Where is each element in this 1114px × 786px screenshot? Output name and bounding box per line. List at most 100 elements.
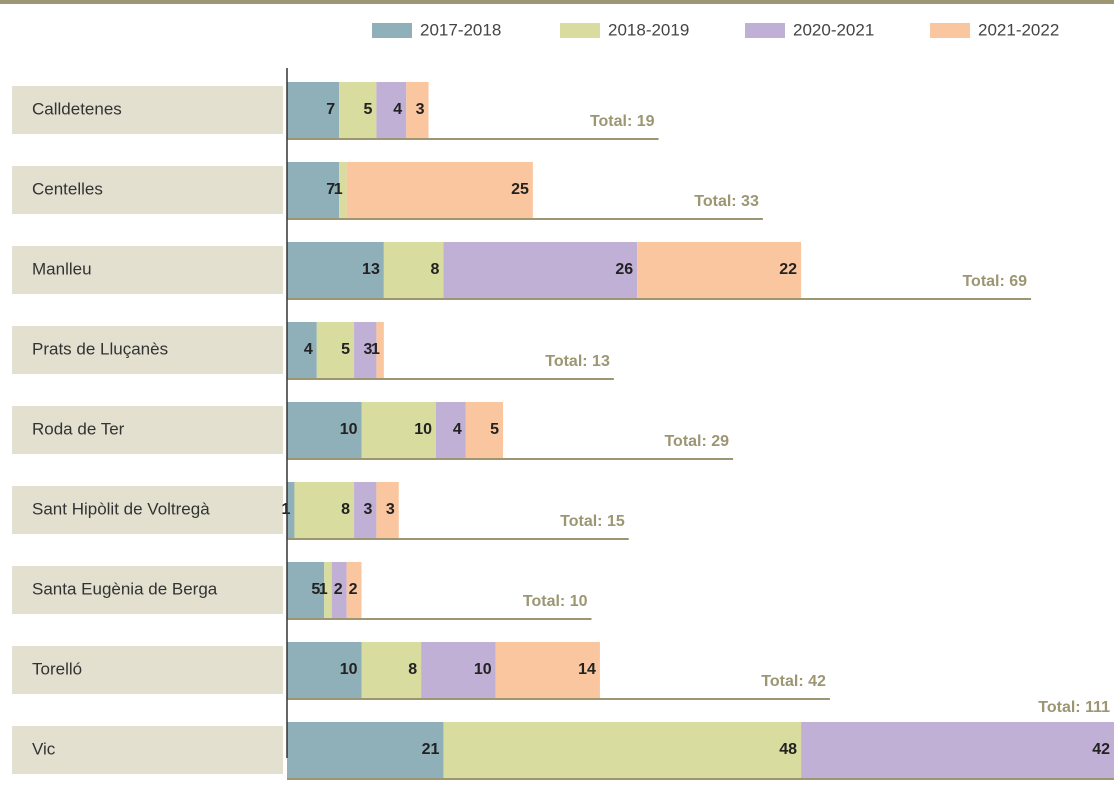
category-box — [12, 326, 283, 374]
data-label: 8 — [341, 501, 350, 518]
bar-segment — [324, 562, 332, 618]
bar-segment — [436, 402, 466, 458]
data-label: 22 — [779, 261, 797, 278]
total-label: Total: 13 — [545, 353, 610, 370]
data-label: 48 — [779, 741, 797, 758]
data-label: 10 — [474, 661, 492, 678]
data-label: 14 — [578, 661, 596, 678]
data-label: 10 — [340, 421, 358, 438]
data-label: 26 — [615, 261, 633, 278]
bar-segment — [354, 322, 377, 378]
bar-segment — [287, 162, 340, 218]
data-label: 8 — [431, 261, 440, 278]
data-label: 3 — [416, 101, 425, 118]
total-label: Total: 69 — [962, 273, 1027, 290]
data-label: 1 — [334, 181, 343, 198]
category-label: Calldetenes — [32, 99, 122, 118]
bar-segment — [376, 482, 399, 538]
total-label: Total: 111 — [1038, 699, 1110, 716]
data-label: 21 — [422, 741, 440, 758]
bar-segment — [465, 402, 504, 458]
data-label: 42 — [1092, 741, 1110, 758]
category-label: Roda de Ter — [32, 419, 125, 438]
data-label: 5 — [341, 341, 350, 358]
bar-segment — [287, 722, 444, 778]
bar-segment — [406, 82, 429, 138]
legend-swatch — [560, 23, 600, 38]
legend-swatch — [930, 23, 970, 38]
data-label: 25 — [511, 181, 529, 198]
category-box — [12, 406, 283, 454]
category-label: Torelló — [32, 659, 82, 678]
bar-segment — [316, 322, 355, 378]
bar-segment — [801, 722, 1114, 778]
bar-segment — [443, 242, 638, 298]
category-box — [12, 566, 283, 614]
legend-label: 2020-2021 — [793, 20, 874, 39]
bar-segment — [346, 162, 533, 218]
bar-segment — [361, 642, 422, 698]
bar-segment — [339, 82, 377, 138]
category-label: Prats de Lluçanès — [32, 339, 168, 358]
data-label: 4 — [393, 101, 402, 118]
legend-label: 2018-2019 — [608, 20, 689, 39]
data-label: 3 — [386, 501, 395, 518]
data-label: 5 — [363, 101, 372, 118]
total-label: Total: 42 — [761, 673, 826, 690]
bar-segment — [287, 562, 325, 618]
data-label: 5 — [311, 581, 320, 598]
legend-swatch — [372, 23, 412, 38]
category-label: Centelles — [32, 179, 103, 198]
bar-segment — [339, 162, 347, 218]
data-label: 7 — [326, 101, 335, 118]
category-box — [12, 86, 283, 134]
data-label: 7 — [326, 181, 335, 198]
top-rule — [0, 0, 1114, 4]
data-label: 5 — [490, 421, 499, 438]
legend-label: 2017-2018 — [420, 20, 501, 39]
data-label: 3 — [363, 341, 372, 358]
category-box — [12, 726, 283, 774]
category-label: Sant Hipòlit de Voltregà — [32, 499, 210, 518]
category-label: Vic — [32, 739, 56, 758]
data-label: 2 — [334, 581, 343, 598]
legend-swatch — [745, 23, 785, 38]
bar-segment — [287, 482, 295, 538]
total-label: Total: 33 — [694, 193, 759, 210]
bar-segment — [376, 82, 407, 138]
category-label: Manlleu — [32, 259, 92, 278]
bar-segment — [287, 82, 340, 138]
category-box — [12, 166, 283, 214]
bar-segment — [383, 242, 444, 298]
bar-segment — [287, 242, 384, 298]
bar-segment — [354, 482, 377, 538]
bar-segment — [294, 482, 355, 538]
data-label: 1 — [282, 501, 291, 518]
category-box — [12, 646, 283, 694]
data-label: 8 — [408, 661, 417, 678]
data-label: 13 — [362, 261, 380, 278]
bar-segment — [361, 402, 437, 458]
bar-segment — [287, 322, 317, 378]
bar-segment — [495, 642, 600, 698]
data-label: 1 — [371, 341, 380, 358]
data-label: 10 — [414, 421, 432, 438]
data-label: 2 — [349, 581, 358, 598]
bar-segment — [443, 722, 802, 778]
legend-label: 2021-2022 — [978, 20, 1059, 39]
bar-segment — [421, 642, 496, 698]
total-label: Total: 29 — [664, 433, 729, 450]
bar-segment — [376, 322, 384, 378]
category-label: Santa Eugènia de Berga — [32, 579, 218, 598]
total-label: Total: 19 — [590, 113, 655, 130]
data-label: 10 — [340, 661, 358, 678]
bar-segment — [331, 562, 347, 618]
data-label: 3 — [363, 501, 372, 518]
bar-segment — [287, 642, 362, 698]
category-box — [12, 246, 283, 294]
category-box — [12, 486, 283, 534]
data-label: 1 — [319, 581, 328, 598]
total-label: Total: 15 — [560, 513, 625, 530]
bar-segment — [287, 402, 362, 458]
